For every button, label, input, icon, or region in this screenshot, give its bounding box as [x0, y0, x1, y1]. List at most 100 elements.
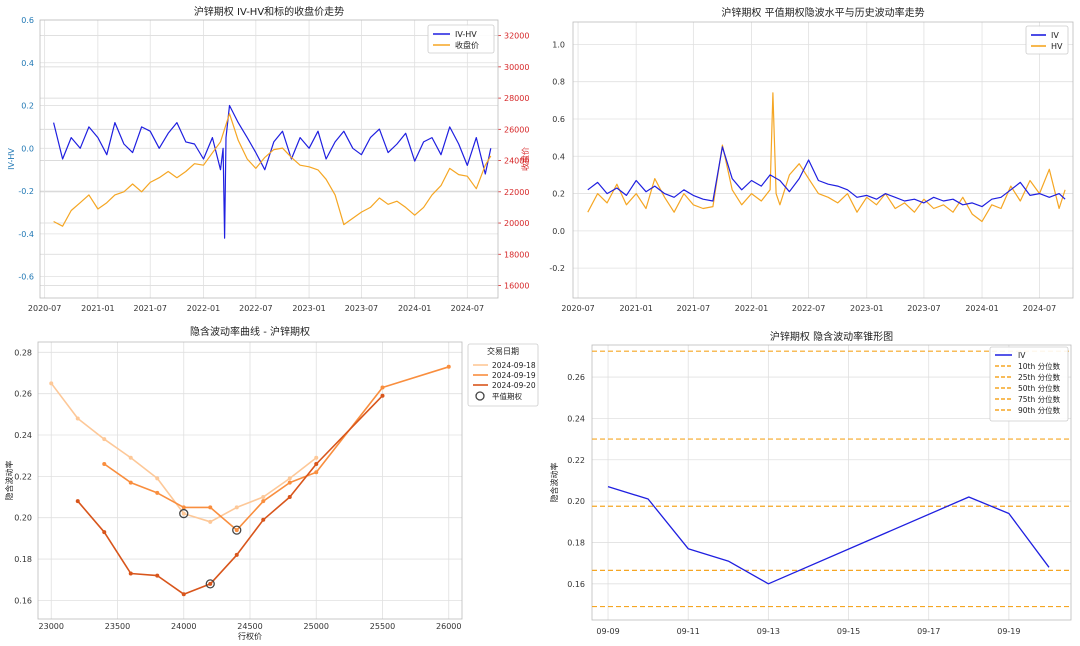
data-point: [234, 552, 239, 557]
y-tick-label: 0.22: [567, 456, 585, 465]
x-tick-label: 2024-07: [451, 304, 484, 313]
y-tick-label: 1.0: [552, 40, 565, 49]
y-axis-label: 隐含波动率: [4, 461, 14, 501]
plot-frame: [37, 341, 463, 620]
y-tick-label: 0.24: [14, 431, 32, 440]
series-line: [53, 113, 492, 227]
y-tick-label: 0.26: [567, 373, 585, 382]
legend-label: 2024-09-18: [492, 361, 536, 370]
x-tick-label: 2021-07: [134, 304, 167, 313]
legend-label: 75th 分位数: [1018, 394, 1061, 404]
series-line: [53, 104, 492, 239]
data-point: [181, 511, 186, 516]
data-point: [287, 480, 292, 485]
y-tick-label: 0.4: [21, 59, 34, 68]
y-tick-label: 0.2: [21, 102, 34, 111]
y-tick-label: -0.4: [18, 230, 34, 239]
chart-1: 沪锌期权 IV-HV和标的收盘价走势 0.6 0.4 0.2 0.0 -0.2 -0.4 -0…: [7, 5, 530, 313]
data-point: [102, 461, 107, 466]
x-tick-label: 2023-01: [850, 304, 883, 313]
series-line: [587, 92, 1066, 223]
x-tick-label: 2024-07: [1023, 304, 1056, 313]
y-tick-label: 0.18: [14, 555, 32, 564]
data-point: [314, 461, 319, 466]
data-point: [155, 490, 160, 495]
x-tick-label: 2022-01: [187, 304, 220, 313]
data-point: [261, 495, 266, 500]
series-line: [607, 485, 1050, 585]
data-point: [287, 495, 292, 500]
chart-4: 沪锌期权 隐含波动率锥形图 0.26 0.24 0.22 0.20 0.18 0.16 09-…: [549, 330, 1072, 636]
y-right-axis-label: 收盘价: [520, 147, 530, 171]
x-tick-label: 26000: [436, 622, 461, 631]
data-point: [75, 499, 80, 504]
series-line: [77, 395, 384, 595]
x-tick-label: 09-15: [837, 627, 860, 636]
data-point: [128, 571, 133, 576]
x-tick-label: 25500: [370, 622, 395, 631]
x-tick-label: 2023-07: [345, 304, 378, 313]
data-point: [287, 476, 292, 481]
y-right-tick-label: 26000: [504, 125, 529, 134]
y-tick-label: 0.6: [21, 16, 34, 25]
legend-frame: [467, 343, 539, 407]
data-point: [102, 530, 107, 535]
y-tick-label: 0.0: [552, 227, 565, 236]
legend-label: 90th 分位数: [1018, 405, 1061, 415]
y-tick-label: 0.0: [21, 144, 34, 153]
legend-label: 平值期权: [492, 391, 522, 401]
x-axis-label: 行权价: [238, 631, 262, 641]
data-point: [261, 499, 266, 504]
x-tick-label: 2022-07: [239, 304, 272, 313]
x-tick-label: 2021-01: [81, 304, 114, 313]
atm-marker: [179, 508, 189, 519]
legend-label: 2024-09-19: [492, 371, 536, 380]
y-tick-label: 0.16: [567, 580, 585, 589]
data-point: [208, 519, 213, 524]
data-point: [234, 528, 239, 533]
x-tick-label: 09-17: [917, 627, 940, 636]
x-tick-label: 25000: [304, 622, 329, 631]
chart-title: 沪锌期权 隐含波动率锥形图: [770, 330, 893, 343]
series-line: [587, 146, 1066, 208]
data-point: [49, 381, 54, 386]
y-right-tick-label: 32000: [504, 32, 529, 41]
series-line: [103, 366, 450, 531]
x-tick-label: 23000: [39, 622, 64, 631]
x-tick-label: 2024-01: [965, 304, 998, 313]
data-point: [314, 470, 319, 475]
legend-label: HV: [1051, 42, 1063, 51]
y-tick-label: 0.28: [14, 348, 32, 357]
y-tick-label: 0.8: [552, 78, 565, 87]
data-point: [380, 393, 385, 398]
y-tick-label: -0.6: [18, 273, 34, 282]
data-point: [155, 573, 160, 578]
y-tick-label: 0.24: [567, 414, 585, 423]
y-right-tick-label: 18000: [504, 250, 529, 259]
y-tick-label: 0.20: [567, 497, 585, 506]
y-right-tick-label: 16000: [504, 282, 529, 291]
chart-title: 隐含波动率曲线 - 沪锌期权: [190, 325, 310, 338]
data-point: [208, 505, 213, 510]
data-point: [181, 592, 186, 597]
x-tick-label: 24500: [237, 622, 262, 631]
y-right-tick-label: 24000: [504, 157, 529, 166]
legend-label: 10th 分位数: [1018, 361, 1061, 371]
plot-frame: [591, 344, 1072, 621]
x-tick-label: 2022-01: [735, 304, 768, 313]
data-point: [155, 476, 160, 481]
plot-frame: [39, 19, 499, 299]
x-tick-label: 2022-07: [792, 304, 825, 313]
data-point: [102, 437, 107, 442]
legend-label: 收盘价: [455, 40, 479, 50]
x-tick-label: 09-11: [677, 627, 700, 636]
plot-frame: [572, 21, 1074, 299]
data-point: [234, 505, 239, 510]
legend-swatch: [475, 391, 485, 401]
legend-label: 25th 分位数: [1018, 372, 1061, 382]
x-tick-label: 2024-01: [398, 304, 431, 313]
x-tick-label: 23500: [105, 622, 130, 631]
data-point: [128, 480, 133, 485]
